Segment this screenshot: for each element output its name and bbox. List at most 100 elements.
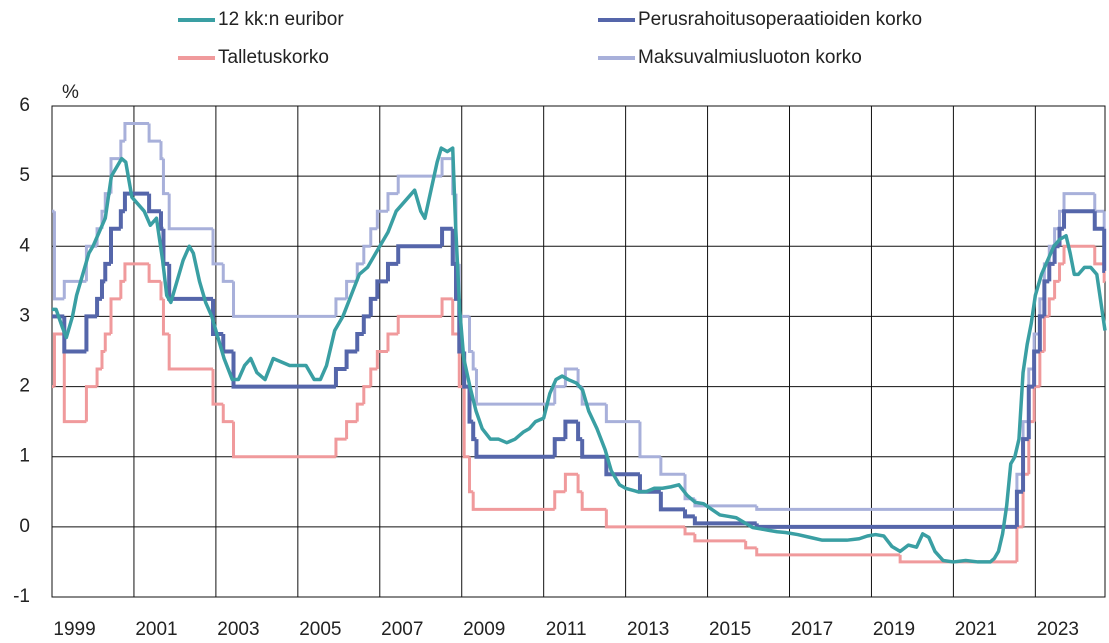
step-segment — [440, 157, 453, 177]
step-segment — [109, 297, 121, 334]
step-segment — [122, 191, 150, 212]
step-segment — [553, 490, 566, 510]
x-tick-label: 2013 — [627, 619, 669, 640]
step-segment — [462, 386, 470, 459]
step-segment — [604, 456, 640, 477]
step-segment — [1042, 314, 1050, 352]
step-segment — [638, 421, 661, 459]
step-segment — [355, 331, 364, 352]
step-segment — [362, 385, 371, 405]
y-tick-label: 2 — [19, 376, 30, 397]
step-segment — [1062, 209, 1095, 229]
y-tick-label: 4 — [19, 235, 30, 256]
step-segment — [451, 298, 460, 336]
step-segment — [693, 533, 746, 543]
step-segment — [123, 262, 150, 282]
step-segment — [471, 421, 477, 442]
x-tick-label: 2021 — [955, 619, 997, 640]
step-segment — [369, 227, 378, 247]
step-segment — [211, 298, 224, 336]
step-segment — [1021, 437, 1029, 492]
step-segment — [1102, 228, 1107, 273]
step-segment — [440, 226, 453, 247]
step-segment — [147, 123, 161, 143]
step-segment — [334, 437, 347, 457]
y-tick-label: 1 — [19, 446, 30, 467]
step-segment — [386, 192, 399, 212]
step-segment — [1038, 350, 1045, 387]
legend-label: Talletuskorko — [218, 47, 329, 68]
step-segment — [553, 385, 566, 405]
step-segment — [103, 332, 112, 352]
x-tick-label: 2001 — [135, 619, 177, 640]
step-segment — [84, 385, 98, 422]
step-segment — [385, 261, 399, 282]
step-segment — [1047, 261, 1055, 282]
step-segment — [1037, 314, 1045, 352]
step-segment — [1058, 262, 1065, 282]
step-segment — [755, 505, 1017, 511]
step-segment — [95, 296, 102, 317]
step-segment — [167, 193, 214, 231]
step-segment — [1093, 246, 1105, 266]
step-segment — [62, 333, 87, 424]
step-segment — [119, 279, 125, 299]
x-tick-label: 2011 — [546, 619, 587, 640]
step-segment — [221, 263, 234, 283]
step-segment — [167, 333, 214, 371]
step-segment — [221, 333, 234, 354]
step-segment — [563, 472, 579, 492]
series — [52, 191, 1107, 529]
step-segment — [211, 369, 224, 406]
step-segment — [147, 263, 161, 283]
step-segment — [99, 279, 106, 299]
step-segment — [1062, 192, 1095, 212]
step-segment — [232, 421, 336, 459]
step-segment — [344, 349, 358, 370]
step-segment — [1032, 385, 1040, 422]
step-segment — [1093, 193, 1105, 213]
step-segment — [375, 209, 388, 229]
step-segment — [231, 351, 336, 389]
step-segment — [1062, 244, 1095, 264]
x-tick-label: 1999 — [53, 619, 95, 640]
step-segment — [552, 437, 566, 457]
x-tick-label: 2019 — [873, 619, 915, 640]
x-tick-label: 2009 — [463, 619, 505, 640]
x-tick-label: 2023 — [1037, 619, 1079, 640]
step-segment — [52, 332, 65, 387]
step-segment — [375, 279, 388, 299]
step-segment — [369, 367, 378, 387]
x-tick-label: 2003 — [217, 619, 259, 640]
step-segment — [159, 141, 164, 161]
legend-label: Perusrahoitusoperaatioiden korko — [638, 9, 922, 30]
step-segment — [576, 474, 583, 494]
plot-border — [51, 105, 1106, 598]
step-segment — [361, 314, 371, 334]
step-segment — [474, 439, 555, 459]
step-segment — [1092, 211, 1105, 231]
step-segment — [440, 297, 453, 317]
step-segment — [468, 316, 474, 353]
x-tick-label: 2007 — [381, 619, 423, 640]
step-segment — [563, 419, 579, 440]
step-segment — [345, 420, 358, 440]
series — [52, 146, 1107, 564]
step-segment — [52, 211, 65, 301]
step-segment — [158, 211, 164, 231]
step-segment — [362, 244, 371, 264]
step-segment — [580, 491, 607, 511]
step-segment — [659, 456, 686, 476]
x-tick-label: 2017 — [791, 619, 833, 640]
series — [52, 244, 1106, 564]
y-tick-label: 3 — [19, 305, 30, 326]
step-segment — [232, 281, 336, 318]
step-segment — [368, 296, 378, 317]
step-segment — [109, 226, 121, 264]
step-segment — [355, 402, 364, 422]
step-segment — [1052, 244, 1060, 264]
step-segment — [103, 261, 112, 282]
step-segment — [161, 158, 170, 196]
step-segment — [333, 367, 347, 387]
